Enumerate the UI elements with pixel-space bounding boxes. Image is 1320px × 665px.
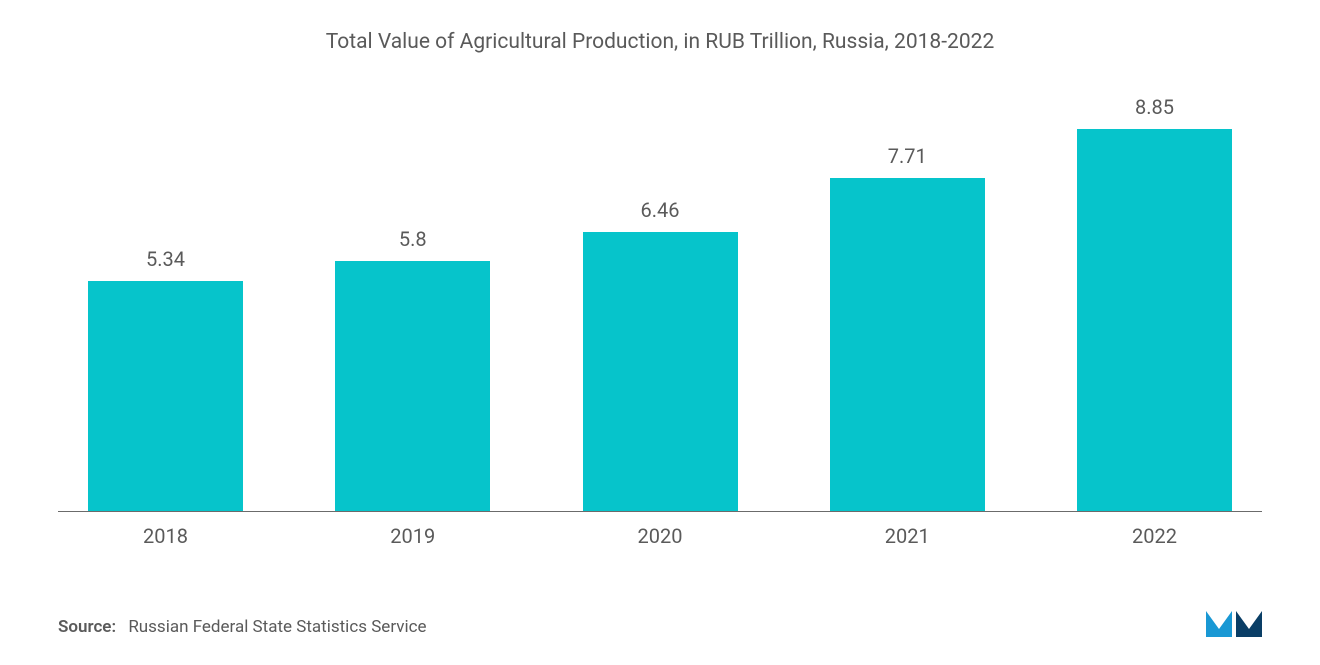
mi-logo-icon bbox=[1206, 603, 1262, 637]
bar-group: 5.34 bbox=[88, 247, 243, 511]
x-axis-tick: 2019 bbox=[335, 524, 490, 548]
x-axis-tick: 2021 bbox=[830, 524, 985, 548]
x-axis: 2018 2019 2020 2021 2022 bbox=[58, 512, 1262, 548]
bar-value-label: 8.85 bbox=[1135, 95, 1174, 119]
bar-value-label: 6.46 bbox=[641, 198, 680, 222]
mi-logo bbox=[1206, 603, 1262, 637]
source-line: Source: Russian Federal State Statistics… bbox=[58, 617, 427, 637]
bar-group: 8.85 bbox=[1077, 95, 1232, 511]
bar-group: 6.46 bbox=[583, 198, 738, 511]
bar bbox=[335, 261, 490, 511]
bar-value-label: 7.71 bbox=[888, 144, 927, 168]
x-axis-tick: 2018 bbox=[88, 524, 243, 548]
source-label: Source: bbox=[58, 617, 116, 637]
bar-group: 7.71 bbox=[830, 144, 985, 511]
chart-footer: Source: Russian Federal State Statistics… bbox=[58, 603, 1262, 645]
x-axis-tick: 2020 bbox=[583, 524, 738, 548]
chart-title: Total Value of Agricultural Production, … bbox=[58, 30, 1262, 54]
bar-value-label: 5.34 bbox=[146, 247, 185, 271]
bar bbox=[583, 232, 738, 511]
bar-group: 5.8 bbox=[335, 227, 490, 511]
bar-value-label: 5.8 bbox=[399, 227, 427, 251]
chart-container: Total Value of Agricultural Production, … bbox=[0, 0, 1320, 665]
x-axis-tick: 2022 bbox=[1077, 524, 1232, 548]
bar bbox=[88, 281, 243, 511]
source-text: Russian Federal State Statistics Service bbox=[128, 617, 426, 637]
bar bbox=[1077, 129, 1232, 511]
plot-area: 5.345.86.467.718.85 bbox=[58, 109, 1262, 512]
bar bbox=[830, 178, 985, 511]
